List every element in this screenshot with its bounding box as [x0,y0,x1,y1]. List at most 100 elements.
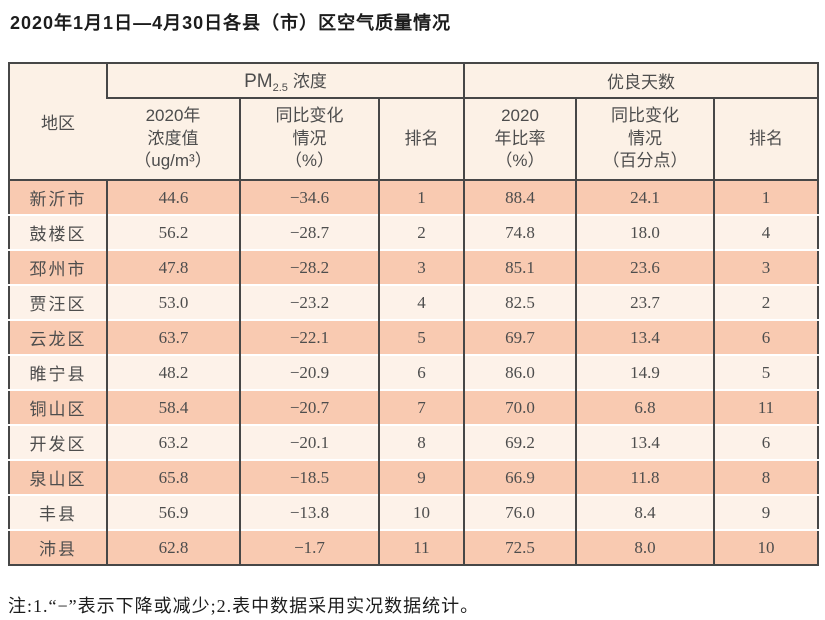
pm-value-cell: 47.8 [106,249,240,285]
good-rate-cell: 72.5 [463,529,576,565]
pm-change-cell: −28.2 [239,249,379,285]
good-rank-cell: 10 [712,529,819,565]
col-header-good-change: 同比变化 情况 （百分点） [575,98,714,181]
region-cell: 沛县 [9,529,107,565]
good-rank-cell: 1 [712,180,819,215]
region-cell: 泉山区 [9,459,107,495]
pm-change-cell: −22.1 [239,319,379,355]
pm-change-cell: −20.7 [239,389,379,425]
pm-change-cell: −18.5 [239,459,379,495]
pm-rank-cell: 1 [378,180,464,215]
good-change-cell: 8.4 [575,494,714,530]
good-change-cell: 13.4 [575,424,714,460]
region-cell: 开发区 [9,424,107,460]
good-rate-cell: 85.1 [463,249,576,285]
good-rate-cell: 88.4 [463,180,576,215]
col-header-good-days-group: 优良天数 [462,63,819,99]
table-row: 丰县 56.9 −13.8 10 76.0 8.4 9 [9,494,819,530]
good-rank-cell: 6 [712,319,819,355]
col-header-pm-value: 2020年 浓度值 （ug/m³） [107,98,240,181]
good-rank-cell: 4 [712,214,819,250]
table-row: 开发区 63.2 −20.1 8 69.2 13.4 6 [9,424,819,460]
pm-change-cell: −1.7 [239,529,379,565]
pm-label-subscript: 2.5 [272,82,288,94]
good-rank-cell: 11 [712,389,819,425]
header-sub-row: 2020年 浓度值 （ug/m³） 同比变化 情况 （%） 排名 2020 年比… [9,98,819,181]
good-rank-cell: 9 [712,494,819,530]
good-rank-cell: 5 [712,354,819,390]
page-title: 2020年1月1日—4月30日各县（市）区空气质量情况 [10,13,452,33]
good-change-cell: 24.1 [575,180,714,215]
good-change-cell: 23.7 [575,284,714,320]
pm-change-cell: −34.6 [239,180,379,215]
region-cell: 贾汪区 [9,284,107,320]
good-rate-cell: 74.8 [463,214,576,250]
pm-rank-cell: 7 [378,389,464,425]
region-cell: 新沂市 [9,180,107,215]
pm-change-cell: −28.7 [239,214,379,250]
pm-rank-cell: 8 [378,424,464,460]
good-rate-cell: 86.0 [463,354,576,390]
good-rate-cell: 69.7 [463,319,576,355]
good-rate-cell: 66.9 [463,459,576,495]
good-rank-cell: 2 [712,284,819,320]
pm-value-cell: 65.8 [106,459,240,495]
pm-value-cell: 48.2 [106,354,240,390]
table-row: 睢宁县 48.2 −20.9 6 86.0 14.9 5 [9,354,819,390]
good-rank-cell: 6 [712,424,819,460]
col-header-pm-change: 同比变化 情况 （%） [239,98,379,181]
good-rate-cell: 70.0 [463,389,576,425]
table-footnote: 注:1.“−”表示下降或减少;2.表中数据采用实况数据统计。 [8,596,480,616]
pm-label-prefix: PM [244,71,273,92]
pm-rank-cell: 4 [378,284,464,320]
pm-value-cell: 63.2 [106,424,240,460]
pm-rank-cell: 10 [378,494,464,530]
table-row: 贾汪区 53.0 −23.2 4 82.5 23.7 2 [9,284,819,320]
good-rate-cell: 69.2 [463,424,576,460]
pm-value-cell: 56.2 [106,214,240,250]
pm-label-suffix: 浓度 [292,72,327,91]
table-body: 新沂市 44.6 −34.6 1 88.4 24.1 1 鼓楼区 56.2 −2… [9,180,819,565]
pm-change-cell: −20.9 [239,354,379,390]
good-change-cell: 14.9 [575,354,714,390]
pm-rank-cell: 9 [378,459,464,495]
col-header-pm-group: PM2.5 浓度 [106,63,464,99]
pm-value-cell: 62.8 [106,529,240,565]
region-cell: 丰县 [9,494,107,530]
region-cell: 鼓楼区 [9,214,107,250]
pm-rank-cell: 3 [378,249,464,285]
pm-change-cell: −23.2 [239,284,379,320]
table-row: 鼓楼区 56.2 −28.7 2 74.8 18.0 4 [9,214,819,250]
region-cell: 铜山区 [9,389,107,425]
good-change-cell: 18.0 [575,214,714,250]
table-row: 泉山区 65.8 −18.5 9 66.9 11.8 8 [9,459,819,495]
region-cell: 睢宁县 [9,354,107,390]
good-rank-cell: 3 [712,249,819,285]
table-row: 新沂市 44.6 −34.6 1 88.4 24.1 1 [9,180,819,215]
pm-rank-cell: 6 [378,354,464,390]
table-row: 邳州市 47.8 −28.2 3 85.1 23.6 3 [9,249,819,285]
pm-value-cell: 56.9 [106,494,240,530]
pm-change-cell: −13.8 [239,494,379,530]
pm-value-cell: 58.4 [106,389,240,425]
table-row: 铜山区 58.4 −20.7 7 70.0 6.8 11 [9,389,819,425]
pm-value-cell: 44.6 [106,180,240,215]
header-group-row: 地区 PM2.5 浓度 优良天数 [9,63,819,181]
pm-rank-cell: 2 [378,214,464,250]
region-cell: 邳州市 [9,249,107,285]
col-header-good-rank: 排名 [712,98,819,181]
good-rate-cell: 82.5 [463,284,576,320]
good-rate-cell: 76.0 [463,494,576,530]
col-header-pm-rank: 排名 [378,98,464,181]
good-rank-cell: 8 [712,459,819,495]
pm-change-cell: −20.1 [239,424,379,460]
good-change-cell: 13.4 [575,319,714,355]
table-header: 地区 PM2.5 浓度 优良天数 2020年 浓度值 （ug/m³） 同比变化 情… [9,63,819,181]
table-row: 云龙区 63.7 −22.1 5 69.7 13.4 6 [9,319,819,355]
col-header-good-rate: 2020 年比率 （%） [463,98,576,181]
good-change-cell: 11.8 [575,459,714,495]
table-row: 沛县 62.8 −1.7 11 72.5 8.0 10 [9,529,819,565]
pm-rank-cell: 5 [378,319,464,355]
pm-value-cell: 53.0 [106,284,240,320]
